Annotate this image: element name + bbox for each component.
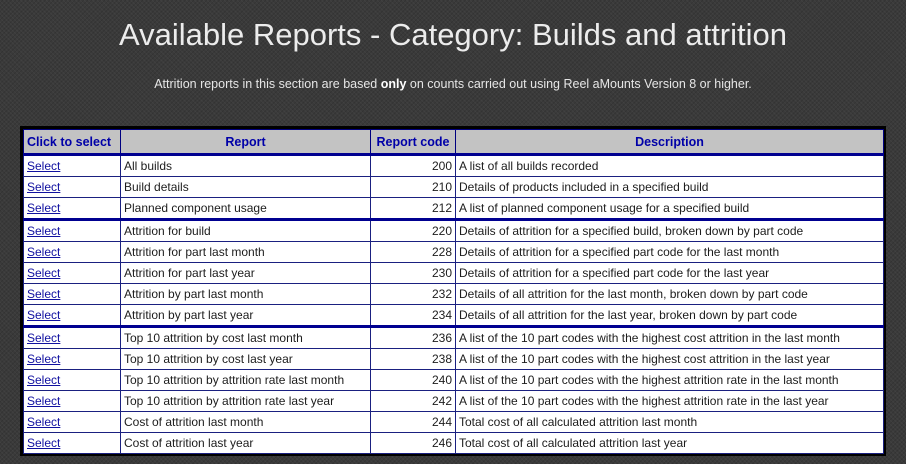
table-row: Select Top 10 attrition by cost last mon… <box>23 325 884 349</box>
select-link[interactable]: Select <box>27 245 61 259</box>
report-name: Attrition by part last month <box>120 283 371 305</box>
report-description: A list of all builds recorded <box>455 154 884 177</box>
report-description: Details of attrition for a specified bui… <box>455 218 884 242</box>
table-row: Select Top 10 attrition by attrition rat… <box>23 369 884 391</box>
report-description: A list of planned component usage for a … <box>455 197 884 220</box>
report-name: Cost of attrition last month <box>120 411 371 433</box>
select-cell: Select <box>23 154 121 177</box>
table-row: Select Top 10 attrition by cost last yea… <box>23 348 884 370</box>
report-name: Planned component usage <box>120 197 371 220</box>
select-cell: Select <box>23 176 121 198</box>
select-cell: Select <box>23 390 121 412</box>
select-cell: Select <box>23 262 121 284</box>
select-cell: Select <box>23 283 121 305</box>
intro-text: Attrition reports in this section are ba… <box>0 75 906 93</box>
report-code: 228 <box>370 241 456 263</box>
select-link[interactable]: Select <box>27 436 61 450</box>
report-name: Build details <box>120 176 371 198</box>
column-header-report: Report <box>120 129 371 156</box>
table-row: Select Planned component usage 212 A lis… <box>23 197 884 220</box>
table-row: Select Attrition for part last month 228… <box>23 241 884 263</box>
report-description: Details of products included in a specif… <box>455 176 884 198</box>
select-link[interactable]: Select <box>27 415 61 429</box>
table-row: Select Cost of attrition last month 244 … <box>23 411 884 433</box>
select-cell: Select <box>23 197 121 220</box>
select-link[interactable]: Select <box>27 308 61 322</box>
report-code: 244 <box>370 411 456 433</box>
report-description: Details of attrition for a specified par… <box>455 262 884 284</box>
report-description: A list of the 10 part codes with the hig… <box>455 390 884 412</box>
select-link[interactable]: Select <box>27 352 61 366</box>
reports-table-frame: Click to select Report Report code Descr… <box>20 126 886 456</box>
report-name: Attrition for part last month <box>120 241 371 263</box>
column-header-select: Click to select <box>23 129 121 156</box>
report-name: Top 10 attrition by attrition rate last … <box>120 390 371 412</box>
select-link[interactable]: Select <box>27 394 61 408</box>
report-code: 200 <box>370 154 456 177</box>
table-row: Select All builds 200 A list of all buil… <box>23 154 884 177</box>
select-cell: Select <box>23 369 121 391</box>
column-header-description: Description <box>455 129 884 156</box>
report-code: 246 <box>370 432 456 454</box>
report-code: 242 <box>370 390 456 412</box>
report-code: 212 <box>370 197 456 220</box>
report-description: A list of the 10 part codes with the hig… <box>455 348 884 370</box>
select-link[interactable]: Select <box>27 266 61 280</box>
report-description: A list of the 10 part codes with the hig… <box>455 369 884 391</box>
select-cell: Select <box>23 348 121 370</box>
report-description: Total cost of all calculated attrition l… <box>455 432 884 454</box>
select-link[interactable]: Select <box>27 373 61 387</box>
report-description: Total cost of all calculated attrition l… <box>455 411 884 433</box>
report-description: Details of attrition for a specified par… <box>455 241 884 263</box>
report-description: A list of the 10 part codes with the hig… <box>455 325 884 349</box>
report-code: 220 <box>370 218 456 242</box>
page-title: Available Reports - Category: Builds and… <box>119 17 787 52</box>
report-code: 210 <box>370 176 456 198</box>
table-row: Select Attrition by part last year 234 D… <box>23 304 884 327</box>
report-name: Top 10 attrition by cost last month <box>120 325 371 349</box>
select-cell: Select <box>23 304 121 327</box>
select-link[interactable]: Select <box>27 224 61 238</box>
report-name: All builds <box>120 154 371 177</box>
reports-table: Click to select Report Report code Descr… <box>23 129 884 454</box>
table-row: Select Top 10 attrition by attrition rat… <box>23 390 884 412</box>
report-description: Details of all attrition for the last ye… <box>455 304 884 327</box>
table-header-row: Click to select Report Report code Descr… <box>23 129 884 156</box>
table-row: Select Attrition for part last year 230 … <box>23 262 884 284</box>
select-cell: Select <box>23 432 121 454</box>
report-name: Top 10 attrition by cost last year <box>120 348 371 370</box>
table-row: Select Build details 210 Details of prod… <box>23 176 884 198</box>
report-name: Top 10 attrition by attrition rate last … <box>120 369 371 391</box>
table-row: Select Attrition by part last month 232 … <box>23 283 884 305</box>
report-code: 232 <box>370 283 456 305</box>
column-header-code: Report code <box>370 129 456 156</box>
select-cell: Select <box>23 411 121 433</box>
select-cell: Select <box>23 218 121 242</box>
select-link[interactable]: Select <box>27 159 61 173</box>
intro-text-emphasis: only <box>380 77 407 91</box>
report-code: 234 <box>370 304 456 327</box>
intro-text-end: on counts carried out using Reel aMounts… <box>406 77 752 91</box>
table-row: Select Attrition for build 220 Details o… <box>23 218 884 242</box>
report-name: Cost of attrition last year <box>120 432 371 454</box>
report-code: 236 <box>370 325 456 349</box>
select-link[interactable]: Select <box>27 331 61 345</box>
report-name: Attrition for build <box>120 218 371 242</box>
report-code: 230 <box>370 262 456 284</box>
select-cell: Select <box>23 325 121 349</box>
report-name: Attrition for part last year <box>120 262 371 284</box>
intro-text-start: Attrition reports in this section are ba… <box>154 77 381 91</box>
report-description: Details of all attrition for the last mo… <box>455 283 884 305</box>
select-link[interactable]: Select <box>27 180 61 194</box>
select-cell: Select <box>23 241 121 263</box>
report-name: Attrition by part last year <box>120 304 371 327</box>
table-row: Select Cost of attrition last year 246 T… <box>23 432 884 454</box>
report-code: 240 <box>370 369 456 391</box>
select-link[interactable]: Select <box>27 201 61 215</box>
report-code: 238 <box>370 348 456 370</box>
select-link[interactable]: Select <box>27 287 61 301</box>
